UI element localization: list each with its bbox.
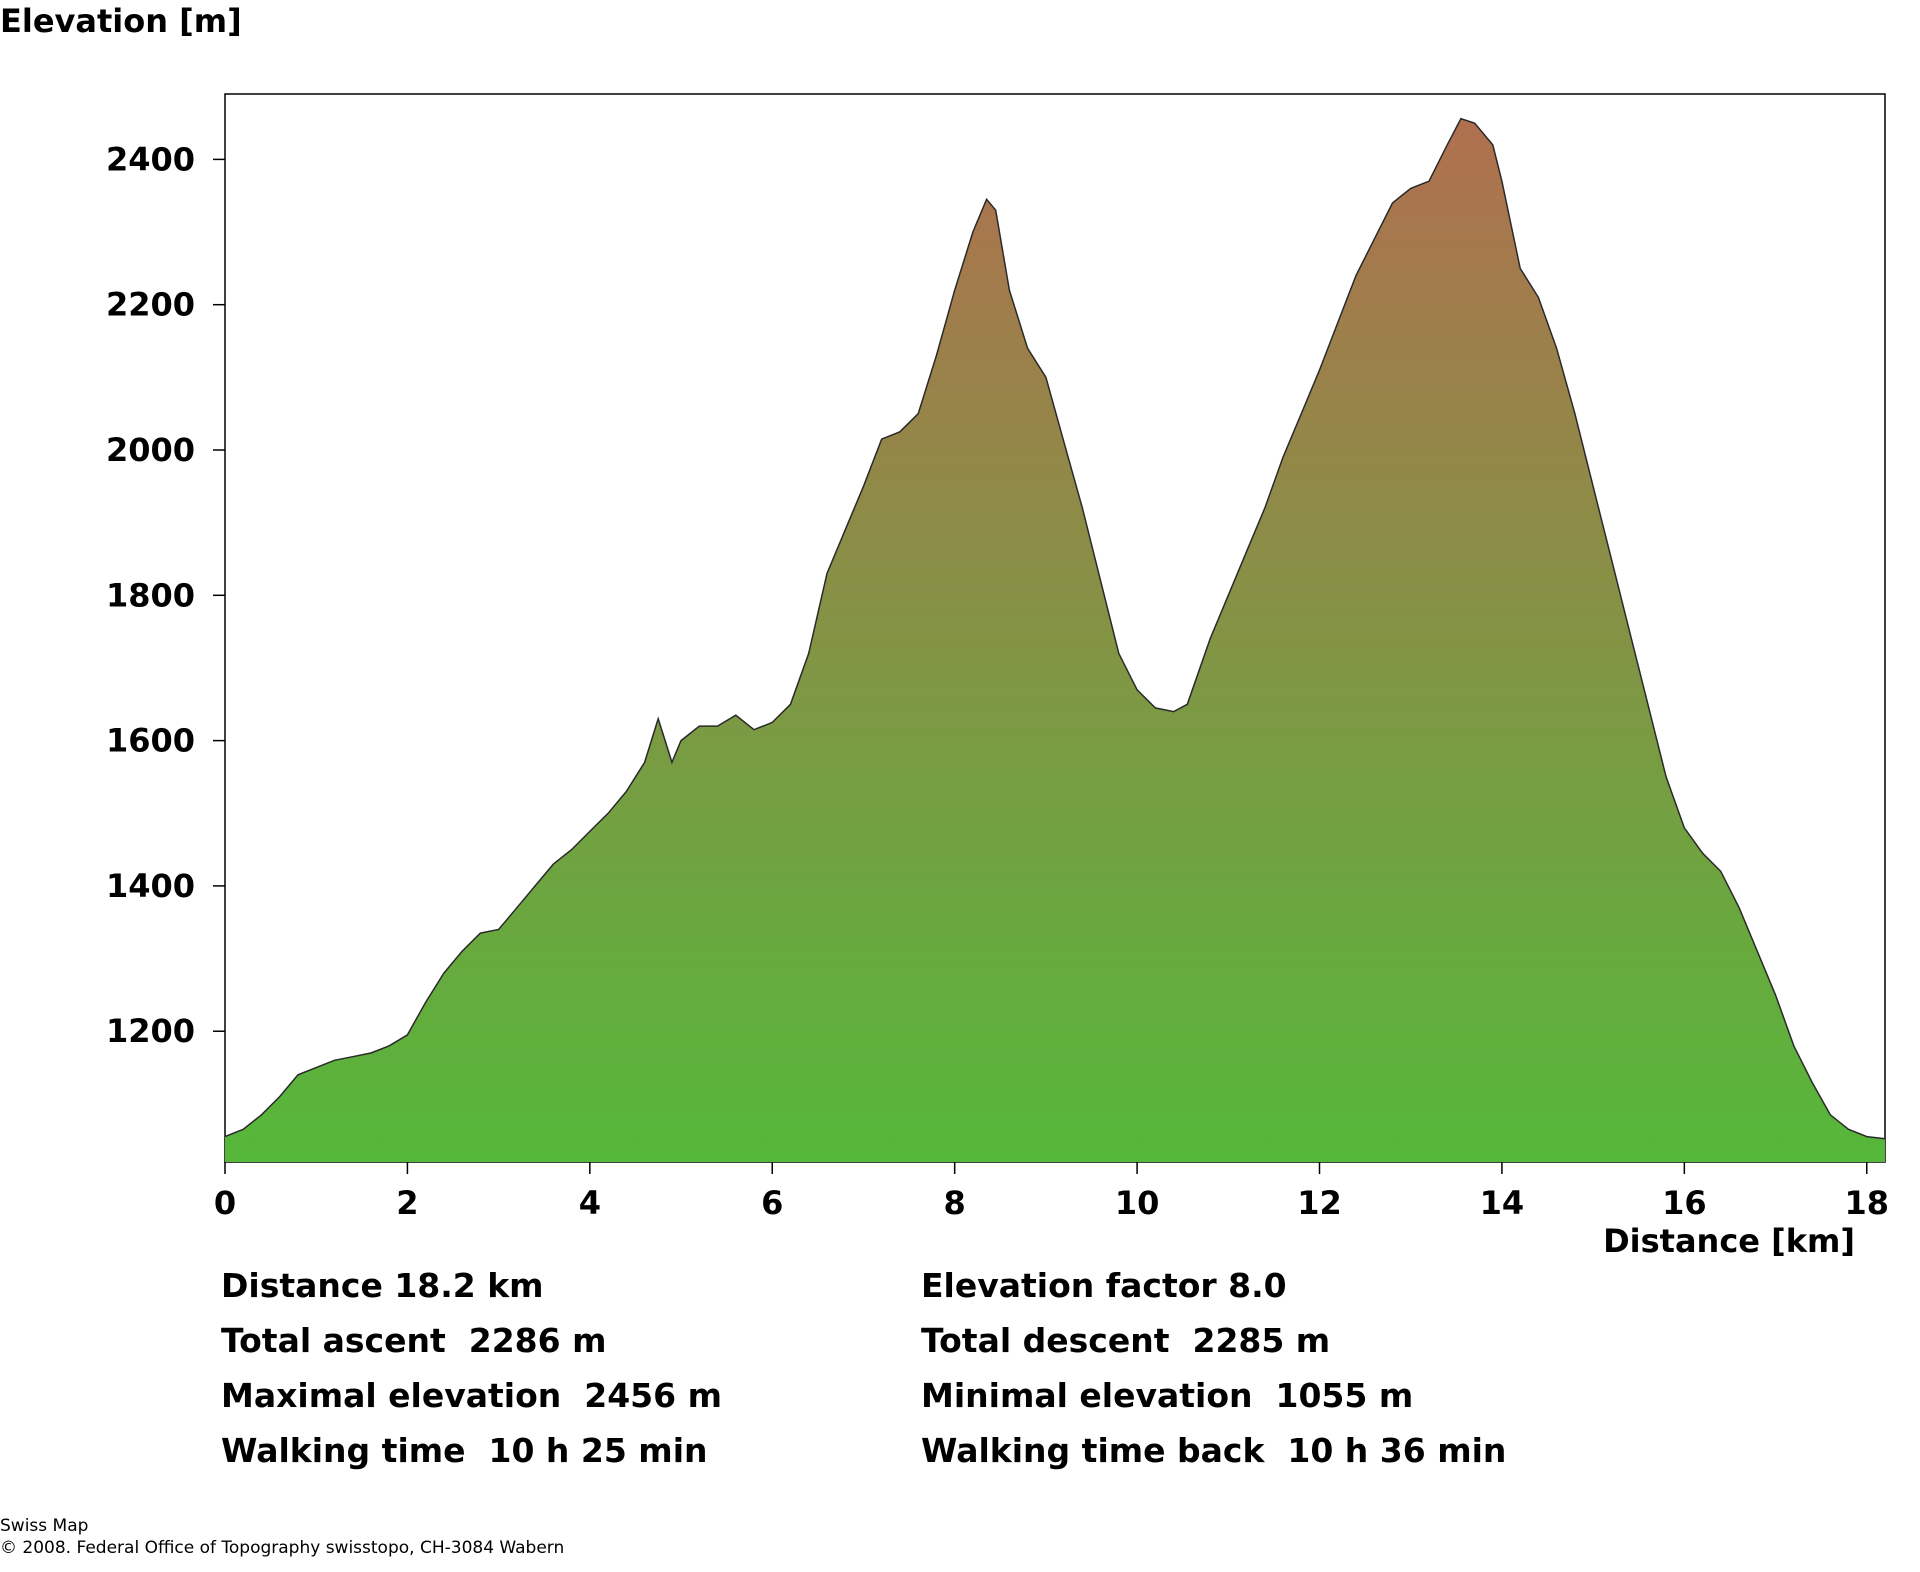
stat-distance: Distance 18.2 km xyxy=(221,1266,544,1305)
footer-credits: Swiss Map © 2008. Federal Office of Topo… xyxy=(0,1515,564,1559)
stat-total-ascent: Total ascent 2286 m xyxy=(221,1321,607,1360)
y-tick-label: 2200 xyxy=(106,286,195,324)
y-tick-label: 1200 xyxy=(106,1012,195,1050)
y-tick-label: 1600 xyxy=(106,722,195,760)
y-tick-label: 1800 xyxy=(106,576,195,614)
x-tick-label: 4 xyxy=(579,1184,601,1222)
y-axis-title: Elevation [m] xyxy=(0,2,242,40)
stat-min-elevation: Minimal elevation 1055 m xyxy=(921,1376,1414,1415)
x-tick-label: 8 xyxy=(944,1184,966,1222)
stat-walking-time: Walking time 10 h 25 min xyxy=(221,1431,708,1470)
stats-left-column: Distance 18.2 km Total ascent 2286 m Max… xyxy=(221,1258,722,1478)
x-tick-label: 16 xyxy=(1662,1184,1707,1222)
x-axis-title: Distance [km] xyxy=(1603,1222,1855,1260)
footer-map-name: Swiss Map xyxy=(0,1516,89,1536)
x-tick-label: 6 xyxy=(761,1184,783,1222)
stat-walking-time-back: Walking time back 10 h 36 min xyxy=(921,1431,1507,1470)
y-tick-label: 2000 xyxy=(106,431,195,469)
x-tick-label: 18 xyxy=(1844,1184,1889,1222)
stat-max-elevation: Maximal elevation 2456 m xyxy=(221,1376,722,1415)
stat-total-descent: Total descent 2285 m xyxy=(921,1321,1331,1360)
x-tick-label: 2 xyxy=(396,1184,418,1222)
stats-right-column: Elevation factor 8.0 Total descent 2285 … xyxy=(921,1258,1506,1478)
x-tick-label: 12 xyxy=(1297,1184,1342,1222)
elevation-area xyxy=(225,118,1885,1163)
x-tick-label: 10 xyxy=(1115,1184,1160,1222)
y-tick-label: 1400 xyxy=(106,867,195,905)
x-tick-label: 0 xyxy=(214,1184,236,1222)
y-tick-label: 2400 xyxy=(106,140,195,178)
x-tick-label: 14 xyxy=(1480,1184,1525,1222)
footer-copyright: © 2008. Federal Office of Topography swi… xyxy=(0,1538,565,1558)
elevation-profile-line xyxy=(224,117,1886,1140)
stat-elevation-factor: Elevation factor 8.0 xyxy=(921,1266,1287,1305)
